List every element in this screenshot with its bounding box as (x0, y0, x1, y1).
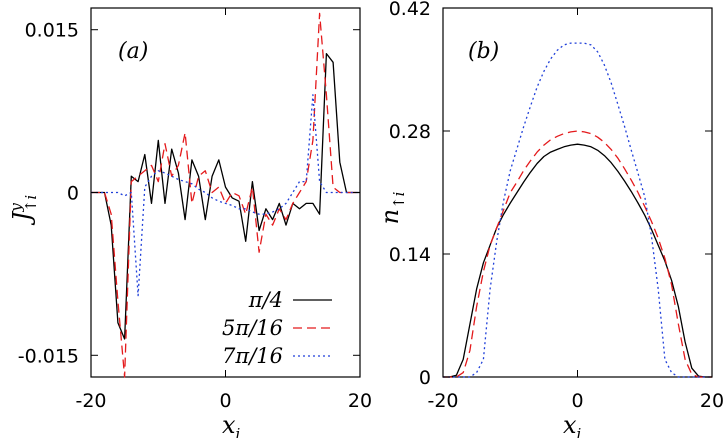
y-tick-label: -0.015 (18, 345, 79, 367)
x-tick-label: -20 (427, 390, 458, 412)
legend: π/4 5π/16 7π/16 (222, 288, 332, 368)
legend-label-2: 5π/16 (222, 316, 283, 340)
panel-a-x-axis-label-main: x (222, 411, 236, 438)
y-tick-label: 0.28 (389, 121, 431, 143)
x-tick-label: 0 (219, 390, 231, 412)
panel-b-y-axis-label-sub: ↑i (390, 191, 408, 209)
panel-a-series (91, 12, 360, 378)
y-tick-label: 0.14 (389, 244, 431, 266)
panel-a-label: (a) (118, 39, 148, 64)
panel-b-series (443, 42, 712, 378)
panel-b-y-axis-label-main: n (376, 209, 404, 224)
panel-a-x-axis-label-sub: i (236, 425, 241, 438)
y-tick-label: 0.015 (25, 20, 79, 42)
panel-a-series-line-1 (91, 52, 360, 340)
y-tick-label: 0 (67, 183, 79, 205)
panel-a: -20 0 20 -0.015 0 0.015 (a) xi Jy↑i π/4 5π/16 7… (7, 7, 372, 438)
panel-b-label: (b) (468, 39, 499, 64)
x-tick-label: 20 (700, 390, 724, 412)
panel-a-series-line-3 (91, 94, 360, 297)
panel-b-x-axis-label-main: x (563, 411, 577, 438)
panel-b-series-line-1 (443, 143, 712, 378)
panel-b-x-axis-label: xi (563, 411, 582, 438)
panel-a-x-axis-label: xi (222, 411, 241, 438)
panel-a-y-axis-label: Jy↑i (7, 195, 40, 227)
panel-b-series-line-3 (443, 42, 712, 378)
x-tick-label: 20 (348, 390, 372, 412)
y-tick-label: 0 (419, 367, 431, 389)
panel-b-y-axis-label: n↑i (376, 191, 408, 224)
legend-label-1: π/4 (248, 288, 283, 312)
y-tick-label: 0.42 (389, 0, 431, 20)
x-tick-label: -20 (75, 390, 106, 412)
panel-a-ticks: -20 0 20 -0.015 0 0.015 (18, 8, 372, 412)
panel-b-series-line-2 (443, 130, 712, 378)
panel-a-series-line-2 (91, 12, 360, 378)
legend-label-3: 7π/16 (222, 344, 283, 368)
panel-a-y-axis-label-sub: ↑i (22, 195, 40, 213)
panel-b-x-axis-label-sub: i (577, 425, 582, 438)
x-tick-label: 0 (571, 390, 583, 412)
panel-a-y-axis-label-sup: y (7, 203, 25, 213)
